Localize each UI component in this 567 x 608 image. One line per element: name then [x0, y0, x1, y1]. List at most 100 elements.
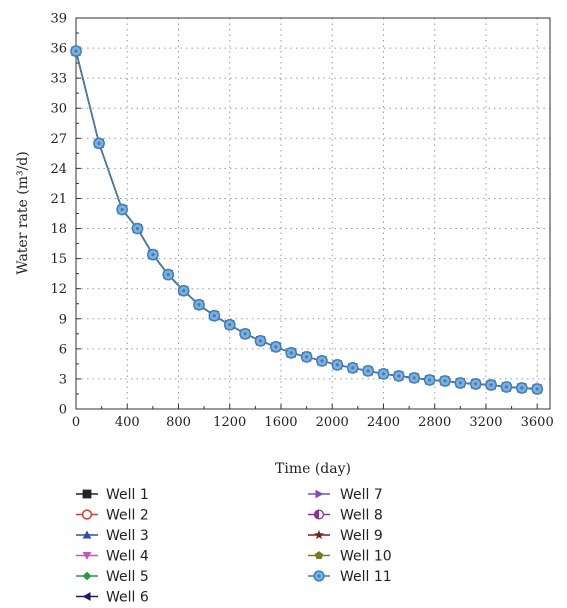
data-point [193, 298, 205, 311]
legend-label: Well 7 [340, 487, 383, 503]
y-tick-label: 33 [50, 72, 67, 87]
legend-item: Well 4 [76, 549, 149, 565]
data-point [515, 382, 528, 394]
data-point [531, 383, 544, 395]
legend-item: Well 10 [308, 549, 392, 565]
series-well-2 [70, 45, 543, 395]
data-point [423, 374, 436, 386]
data-point [500, 381, 513, 393]
series-line [75, 50, 538, 390]
legend-item: Well 6 [76, 590, 149, 606]
legend-item: Well 1 [76, 487, 149, 503]
y-tick-label: 24 [50, 162, 67, 177]
y-tick-label: 12 [50, 282, 67, 297]
y-tick-label: 3 [59, 372, 67, 387]
data-point [239, 327, 251, 340]
legend-label: Well 11 [340, 569, 392, 585]
data-point [116, 203, 128, 216]
data-point [331, 359, 344, 371]
legend-label: Well 2 [106, 508, 149, 524]
series-line [75, 50, 538, 390]
legend-marker [315, 489, 324, 499]
legend-marker [81, 509, 93, 520]
series-line [75, 50, 538, 390]
data-point [93, 137, 105, 150]
y-tick-label: 30 [50, 102, 67, 117]
data-point [377, 368, 390, 380]
axis-ticks: 0 400 800 1200 1600 2000 2400 2800 3200 360003691… [50, 12, 553, 431]
legend-label: Well 1 [106, 487, 149, 503]
data-point [300, 351, 313, 363]
series-well-3 [71, 46, 542, 393]
legend-marker [313, 570, 325, 582]
y-tick-label: 27 [50, 132, 67, 147]
series-group [70, 45, 544, 395]
y-tick-label: 15 [50, 252, 67, 267]
legend-label: Well 10 [340, 549, 392, 565]
series-well-7 [72, 46, 542, 394]
data-point [177, 284, 190, 297]
data-point [162, 268, 175, 281]
data-point [439, 375, 451, 387]
x-tick-label: 800 [166, 415, 191, 430]
x-tick-label: 2400 [367, 415, 400, 430]
y-axis-title: Water rate (m³/d) [15, 151, 31, 274]
series-line [75, 50, 538, 390]
legend-marker [82, 530, 92, 539]
legend-label: Well 6 [106, 590, 149, 606]
data-point [269, 340, 282, 353]
y-tick-label: 6 [59, 342, 67, 357]
series-well-10 [71, 46, 542, 393]
x-tick-label: 3200 [469, 415, 502, 430]
data-point [70, 45, 82, 57]
legend-label: Well 3 [106, 528, 149, 544]
legend-marker [82, 551, 92, 560]
legend-marker [314, 551, 324, 560]
y-tick-label: 18 [50, 222, 67, 237]
legend-marker [82, 489, 92, 499]
plot-frame [75, 17, 551, 410]
x-tick-label: 2800 [418, 415, 451, 430]
legend-marker [314, 529, 324, 540]
data-point [223, 318, 236, 331]
legend-item: Well 9 [308, 528, 383, 544]
data-point [408, 372, 421, 384]
legend-item: Well 2 [76, 508, 149, 524]
series-line [75, 50, 538, 390]
y-tick-label: 39 [50, 12, 67, 27]
x-tick-label: 400 [115, 415, 140, 430]
legend-item: Well 3 [76, 528, 149, 544]
series-line [75, 50, 538, 390]
data-point [392, 370, 405, 382]
grid [75, 17, 550, 410]
data-point [469, 378, 482, 390]
data-point [254, 334, 267, 347]
series-well-4 [71, 47, 542, 394]
legend-item: Well 11 [308, 569, 392, 585]
y-tick-label: 36 [50, 42, 67, 57]
series-line [75, 50, 538, 390]
data-point [208, 309, 221, 322]
data-point [285, 347, 298, 359]
data-point [454, 377, 467, 389]
data-point [346, 362, 359, 374]
legend-marker [313, 509, 325, 520]
series-line [75, 50, 538, 390]
x-tick-label: 0 [72, 415, 80, 430]
x-tick-label: 3600 [521, 415, 554, 430]
x-tick-label: 1600 [264, 415, 297, 430]
series-well-8 [70, 45, 543, 395]
legend-item: Well 5 [76, 569, 149, 585]
y-tick-label: 9 [59, 312, 67, 327]
data-point [131, 222, 144, 235]
data-point [485, 379, 497, 391]
data-point [316, 355, 328, 367]
y-tick-label: 0 [59, 403, 67, 418]
legend-item: Well 8 [308, 508, 383, 524]
series-line [75, 50, 538, 390]
x-axis-title: Time (day) [275, 461, 351, 477]
series-well-5 [71, 46, 542, 394]
legend-label: Well 4 [106, 549, 149, 565]
y-tick-label: 21 [50, 192, 67, 207]
